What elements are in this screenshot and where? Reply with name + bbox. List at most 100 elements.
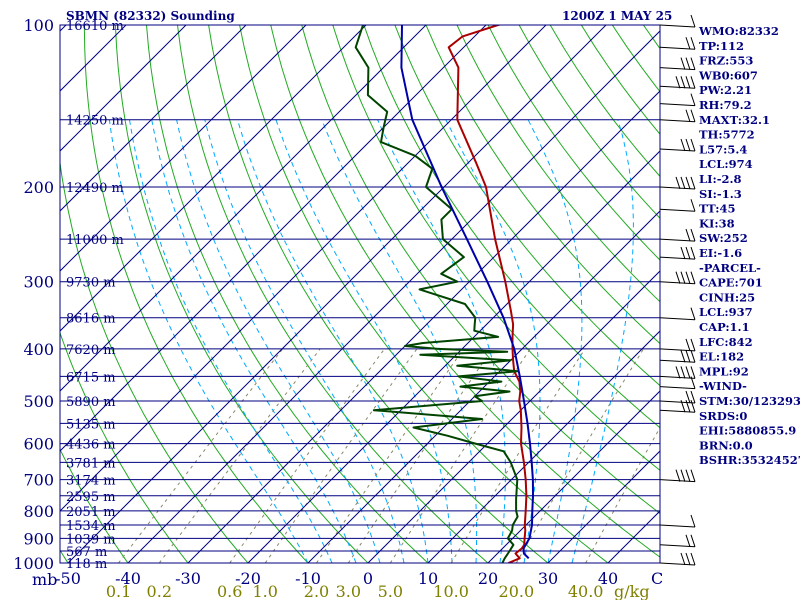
wind-barb-flag xyxy=(690,390,696,404)
height-label: 7620 m xyxy=(66,343,116,358)
sounding-index-item: SW:252 xyxy=(699,231,748,245)
wind-barb-staff xyxy=(659,400,696,404)
dry-adiabat-line xyxy=(768,25,800,563)
wind-barb-flag xyxy=(675,76,681,89)
pressure-tick-label: 300 xyxy=(23,273,54,292)
mixing-ratio-tick-label: 40.0 xyxy=(568,582,604,600)
dry-adiabat-line xyxy=(177,25,489,563)
wind-barb-flag xyxy=(690,552,696,566)
wind-barb-flag xyxy=(685,109,691,122)
wind-barb-staff xyxy=(659,67,696,71)
wind-barb-flag xyxy=(680,271,686,284)
moist-adiabat-line xyxy=(321,119,478,563)
temperature-unit-label: C xyxy=(651,569,663,588)
wind-barbs xyxy=(659,14,696,566)
isotherms xyxy=(60,25,660,563)
mixing-ratio-line xyxy=(585,426,660,563)
wind-barb-flag xyxy=(690,76,696,89)
mixing-ratio-tick-label: 3.0 xyxy=(336,582,361,600)
sounding-index-item: SI:-1.3 xyxy=(699,187,742,201)
pressure-tick-label: 700 xyxy=(23,471,54,490)
wind-barb-staff xyxy=(659,24,696,28)
sounding-index-item: -PARCEL- xyxy=(699,261,761,275)
sounding-index-item: PW:2.21 xyxy=(699,83,752,97)
mixing-ratio-tick-label: 0.1 xyxy=(106,582,131,600)
moist-adiabats xyxy=(108,119,634,563)
sounding-index-item: TT:45 xyxy=(699,202,736,216)
temperature-tick-label: 40 xyxy=(598,569,618,588)
wind-barb-flag xyxy=(690,37,696,50)
wind-barb-staff xyxy=(659,317,696,321)
height-label: 12490 m xyxy=(66,181,124,196)
wind-barb-staff xyxy=(659,148,696,152)
wind-barb-flag xyxy=(680,138,686,152)
mixing-ratio-lines xyxy=(118,348,660,563)
wind-barb-flag xyxy=(685,534,691,547)
wind-barb-flag xyxy=(690,534,696,547)
moist-adiabat-line xyxy=(108,119,309,563)
isotherm-line xyxy=(60,25,247,212)
dry-adiabats xyxy=(60,25,800,563)
height-label: 11000 m xyxy=(66,233,124,248)
wind-barb-flag xyxy=(690,400,696,413)
sounding-index-item: STM:30/12329300853 xyxy=(699,394,800,408)
moist-adiabat-line xyxy=(176,119,381,563)
wind-barb-flag xyxy=(685,76,691,89)
wind-barb-flag xyxy=(690,228,696,242)
wind-barb-flag xyxy=(685,271,691,284)
temperature-tick-label: 30 xyxy=(538,569,558,588)
sounding-index-item: KI:38 xyxy=(699,216,735,230)
wind-barb-staff xyxy=(659,409,696,413)
pressure-tick-label: 600 xyxy=(23,435,54,454)
sounding-index-item: WB0:607 xyxy=(698,68,758,82)
sounding-profiles xyxy=(354,25,534,563)
wind-barb-staff xyxy=(659,562,696,566)
wind-barb-flag xyxy=(690,338,696,352)
sounding-index-item: BRN:0.0 xyxy=(699,438,753,452)
wind-barb-flag xyxy=(685,228,691,242)
height-label: 567 m xyxy=(66,545,107,560)
wind-barb-staff xyxy=(659,119,696,123)
isotherm-line xyxy=(60,25,367,332)
wind-barb-flag xyxy=(675,271,681,284)
temperature-tick-label: -40 xyxy=(115,569,141,588)
isotherm-line xyxy=(187,90,660,563)
wind-barb-flag xyxy=(680,552,686,566)
mixing-ratio-tick-label: 2.0 xyxy=(304,582,329,600)
moist-adiabat-line xyxy=(445,119,541,563)
isotherm-line xyxy=(60,25,307,272)
wind-barb-flag xyxy=(690,469,696,482)
pressure-unit-label: mb xyxy=(32,570,57,589)
height-label: 8616 m xyxy=(66,312,116,327)
isotherm-line xyxy=(307,210,660,563)
mixing-ratio-line xyxy=(158,348,321,563)
mixing-ratio-line xyxy=(316,348,464,563)
sounding-index-item: -WIND- xyxy=(699,379,747,393)
isobars xyxy=(60,24,660,564)
sounding-index-item: WMO:82332 xyxy=(698,24,779,38)
isotherm-line xyxy=(60,25,187,152)
sounding-index-item: EI:-1.6 xyxy=(699,246,742,260)
wind-barb-flag xyxy=(685,552,691,566)
chart-frame xyxy=(59,24,661,564)
moist-adiabat-line xyxy=(204,119,405,563)
wind-barb-flag xyxy=(690,138,696,152)
wind-barb-staff xyxy=(659,186,696,190)
isotherm-line xyxy=(60,25,427,392)
height-label: 6715 m xyxy=(66,370,116,385)
dry-adiabat-line xyxy=(83,25,309,563)
moist-adiabat-line xyxy=(527,119,583,563)
isotherm-line xyxy=(60,25,547,512)
sounding-index-item: BSHR:3532452760966 xyxy=(699,453,800,467)
parcel-profile-line xyxy=(400,25,534,560)
wind-barb-staff xyxy=(659,208,696,212)
sounding-index-item: EL:182 xyxy=(699,350,744,364)
moist-adiabat-line xyxy=(571,119,634,563)
wind-barb-staff xyxy=(659,386,696,390)
wind-barb-flag xyxy=(690,514,696,528)
wind-barb-flag xyxy=(685,469,691,482)
sounding-index-item: MPL:92 xyxy=(699,364,749,378)
wind-barb-staff xyxy=(659,348,696,352)
mixing-ratio-tick-label: 5.0 xyxy=(378,582,403,600)
